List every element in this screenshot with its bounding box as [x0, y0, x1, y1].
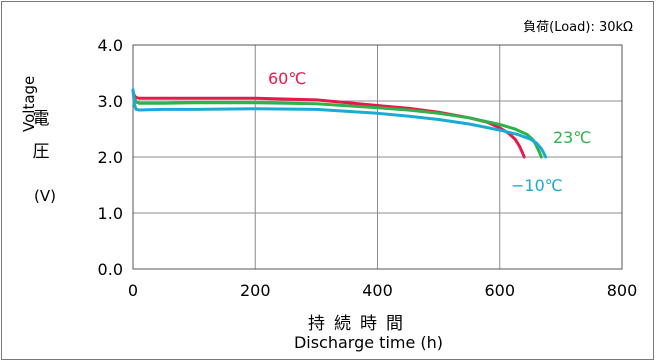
x-tick-label: 400	[362, 281, 393, 300]
tick-labels: 0 200 400 600 800 0.0 1.0 2.0 3.0 4.0	[98, 36, 638, 300]
series-line-0	[131, 89, 526, 159]
y-tick-label: 3.0	[98, 92, 123, 111]
series-label-60-label: 60℃	[268, 69, 306, 88]
y-tick-label: 1.0	[98, 204, 123, 223]
series-lines	[131, 88, 548, 159]
x-tick-label: 800	[607, 281, 638, 300]
x-axis-label-ja: 持続時間	[308, 314, 412, 334]
x-tick-label: 200	[240, 281, 271, 300]
y-axis-label-ja-2: 圧	[32, 142, 50, 162]
series-line-2	[131, 88, 548, 159]
x-tick-label: 600	[484, 281, 515, 300]
x-tick-label: 0	[128, 281, 138, 300]
plot-border	[132, 44, 623, 270]
load-note: 負荷(Load): 30kΩ	[523, 20, 633, 35]
y-axis-label-ja-1: 電	[32, 109, 50, 129]
y-tick-label: 4.0	[98, 36, 123, 55]
axes	[132, 44, 623, 270]
series-label-minus10-label: −10℃	[511, 176, 563, 195]
series-labels: 60℃ 23℃ −10℃	[268, 69, 591, 195]
x-axis-label-en: Discharge time (h)	[293, 333, 444, 352]
y-tick-label: 0.0	[98, 260, 123, 279]
series-label-23-label: 23℃	[553, 128, 591, 147]
y-axis-unit: (V)	[34, 187, 56, 205]
y-tick-label: 2.0	[98, 148, 123, 167]
